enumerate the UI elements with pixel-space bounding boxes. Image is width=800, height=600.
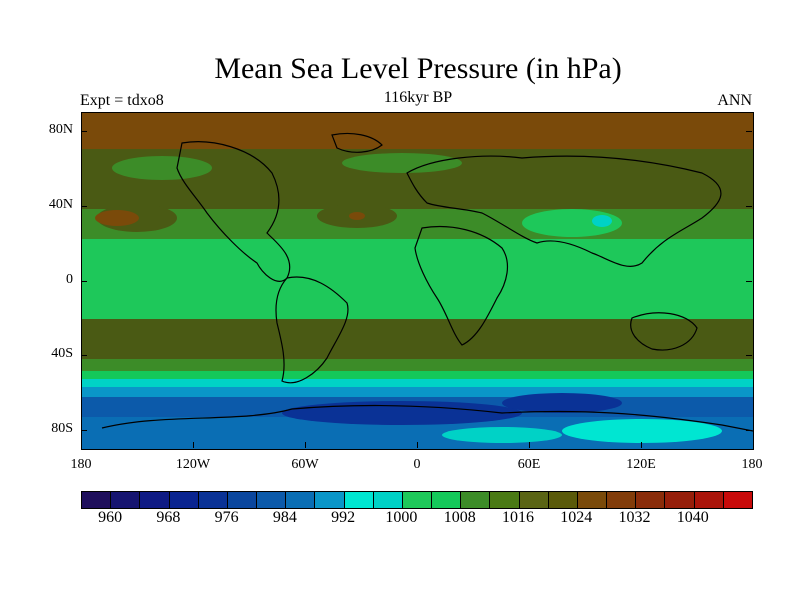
lon-label-120e: 120E <box>626 457 656 472</box>
lon-label-60w: 60W <box>291 457 319 472</box>
nAtl-core <box>349 212 365 220</box>
colorbar-swatch <box>111 492 141 508</box>
tick-40s-right <box>746 355 752 356</box>
map-subtitle: 116kyr BP <box>383 89 453 106</box>
antarctica-outline <box>101 404 753 432</box>
colorbar-swatch <box>169 492 199 508</box>
lat-label-80s: 80S <box>51 421 73 436</box>
colorbar-swatch <box>490 492 520 508</box>
greenland-outline <box>331 132 383 153</box>
colorbar-swatch <box>636 492 666 508</box>
asia-low-core <box>592 215 612 227</box>
colorbar-label: 960 <box>98 509 123 526</box>
colorbar-swatch <box>607 492 637 508</box>
colorbar-swatch <box>227 492 258 508</box>
band-s2 <box>82 371 753 379</box>
tick-60w <box>305 442 306 448</box>
iceland-low <box>342 153 462 173</box>
lon-label-60e: 60E <box>517 457 541 472</box>
tick-80s <box>81 430 87 431</box>
colorbar-swatch <box>344 492 374 508</box>
experiment-label: Expt = tdxo8 <box>80 92 164 109</box>
tick-80s-right <box>746 430 752 431</box>
band-s4 <box>82 387 753 397</box>
colorbar-swatch <box>257 492 287 508</box>
tick-80n-right <box>746 131 752 132</box>
colorbar-swatch <box>82 492 112 508</box>
colorbar-label: 1040 <box>676 509 709 526</box>
lon-label-180-west: 180 <box>70 457 92 472</box>
colorbar-swatch <box>373 492 403 508</box>
band-south-sub <box>82 319 753 359</box>
colorbar-label: 1024 <box>560 509 593 526</box>
colorbar-swatch <box>723 492 752 508</box>
coastlines <box>101 132 753 432</box>
colorbar-swatch <box>286 492 316 508</box>
antarctic-high-2 <box>442 427 562 443</box>
colorbar-label: 968 <box>156 509 181 526</box>
aleutian-low <box>112 156 212 180</box>
colorbar-label: 992 <box>331 509 356 526</box>
tick-40s <box>81 355 87 356</box>
colorbar-swatch <box>315 492 345 508</box>
colorbar-swatch <box>548 492 578 508</box>
southern-trough <box>282 401 522 425</box>
colorbar-swatch <box>461 492 491 508</box>
season-label: ANN <box>717 92 752 109</box>
band-s1 <box>82 359 753 371</box>
colorbar-swatch <box>198 492 228 508</box>
colorbar-label: 1008 <box>443 509 476 526</box>
south-america-outline <box>275 276 349 384</box>
eurasia-outline <box>406 155 722 267</box>
nPac-core <box>95 210 139 226</box>
tick-60e <box>529 442 530 448</box>
tick-40n <box>81 206 87 207</box>
pressure-map <box>81 112 754 450</box>
tick-0 <box>81 281 87 282</box>
map-svg <box>82 113 753 449</box>
band-north-sub <box>82 209 753 239</box>
colorbar-label: 1032 <box>618 509 651 526</box>
colorbar-swatch <box>402 492 433 508</box>
antarctic-high <box>562 419 722 443</box>
map-title: Mean Sea Level Pressure (in hPa) <box>214 52 622 85</box>
colorbar-swatch <box>577 492 608 508</box>
colorbar-label: 1000 <box>385 509 418 526</box>
band-tropics <box>82 239 753 319</box>
tick-80n <box>81 131 87 132</box>
band-arctic <box>82 113 753 149</box>
australia-outline <box>630 312 698 351</box>
lat-label-40n: 40N <box>48 197 73 212</box>
tick-0-right <box>746 281 752 282</box>
lat-label-80n: 80N <box>48 122 73 137</box>
africa-outline <box>414 225 509 346</box>
colorbar-swatch <box>432 492 462 508</box>
colorbar-label: 1016 <box>501 509 534 526</box>
colorbar-label: 976 <box>214 509 239 526</box>
colorbar-swatch <box>519 492 549 508</box>
colorbar <box>81 491 753 509</box>
colorbar-swatch <box>694 492 724 508</box>
southern-trough-2 <box>502 393 622 413</box>
lat-label-0: 0 <box>66 272 73 287</box>
colorbar-label: 984 <box>272 509 297 526</box>
lat-label-40s: 40S <box>51 346 73 361</box>
band-s3 <box>82 379 753 387</box>
tick-0-lon <box>417 442 418 448</box>
lon-label-120w: 120W <box>175 457 211 472</box>
tick-120w <box>193 442 194 448</box>
colorbar-swatch <box>665 492 695 508</box>
colorbar-swatch <box>140 492 170 508</box>
lon-label-180-east: 180 <box>741 457 763 472</box>
tick-120e <box>641 442 642 448</box>
lon-label-0: 0 <box>413 457 421 472</box>
tick-40n-right <box>746 206 752 207</box>
